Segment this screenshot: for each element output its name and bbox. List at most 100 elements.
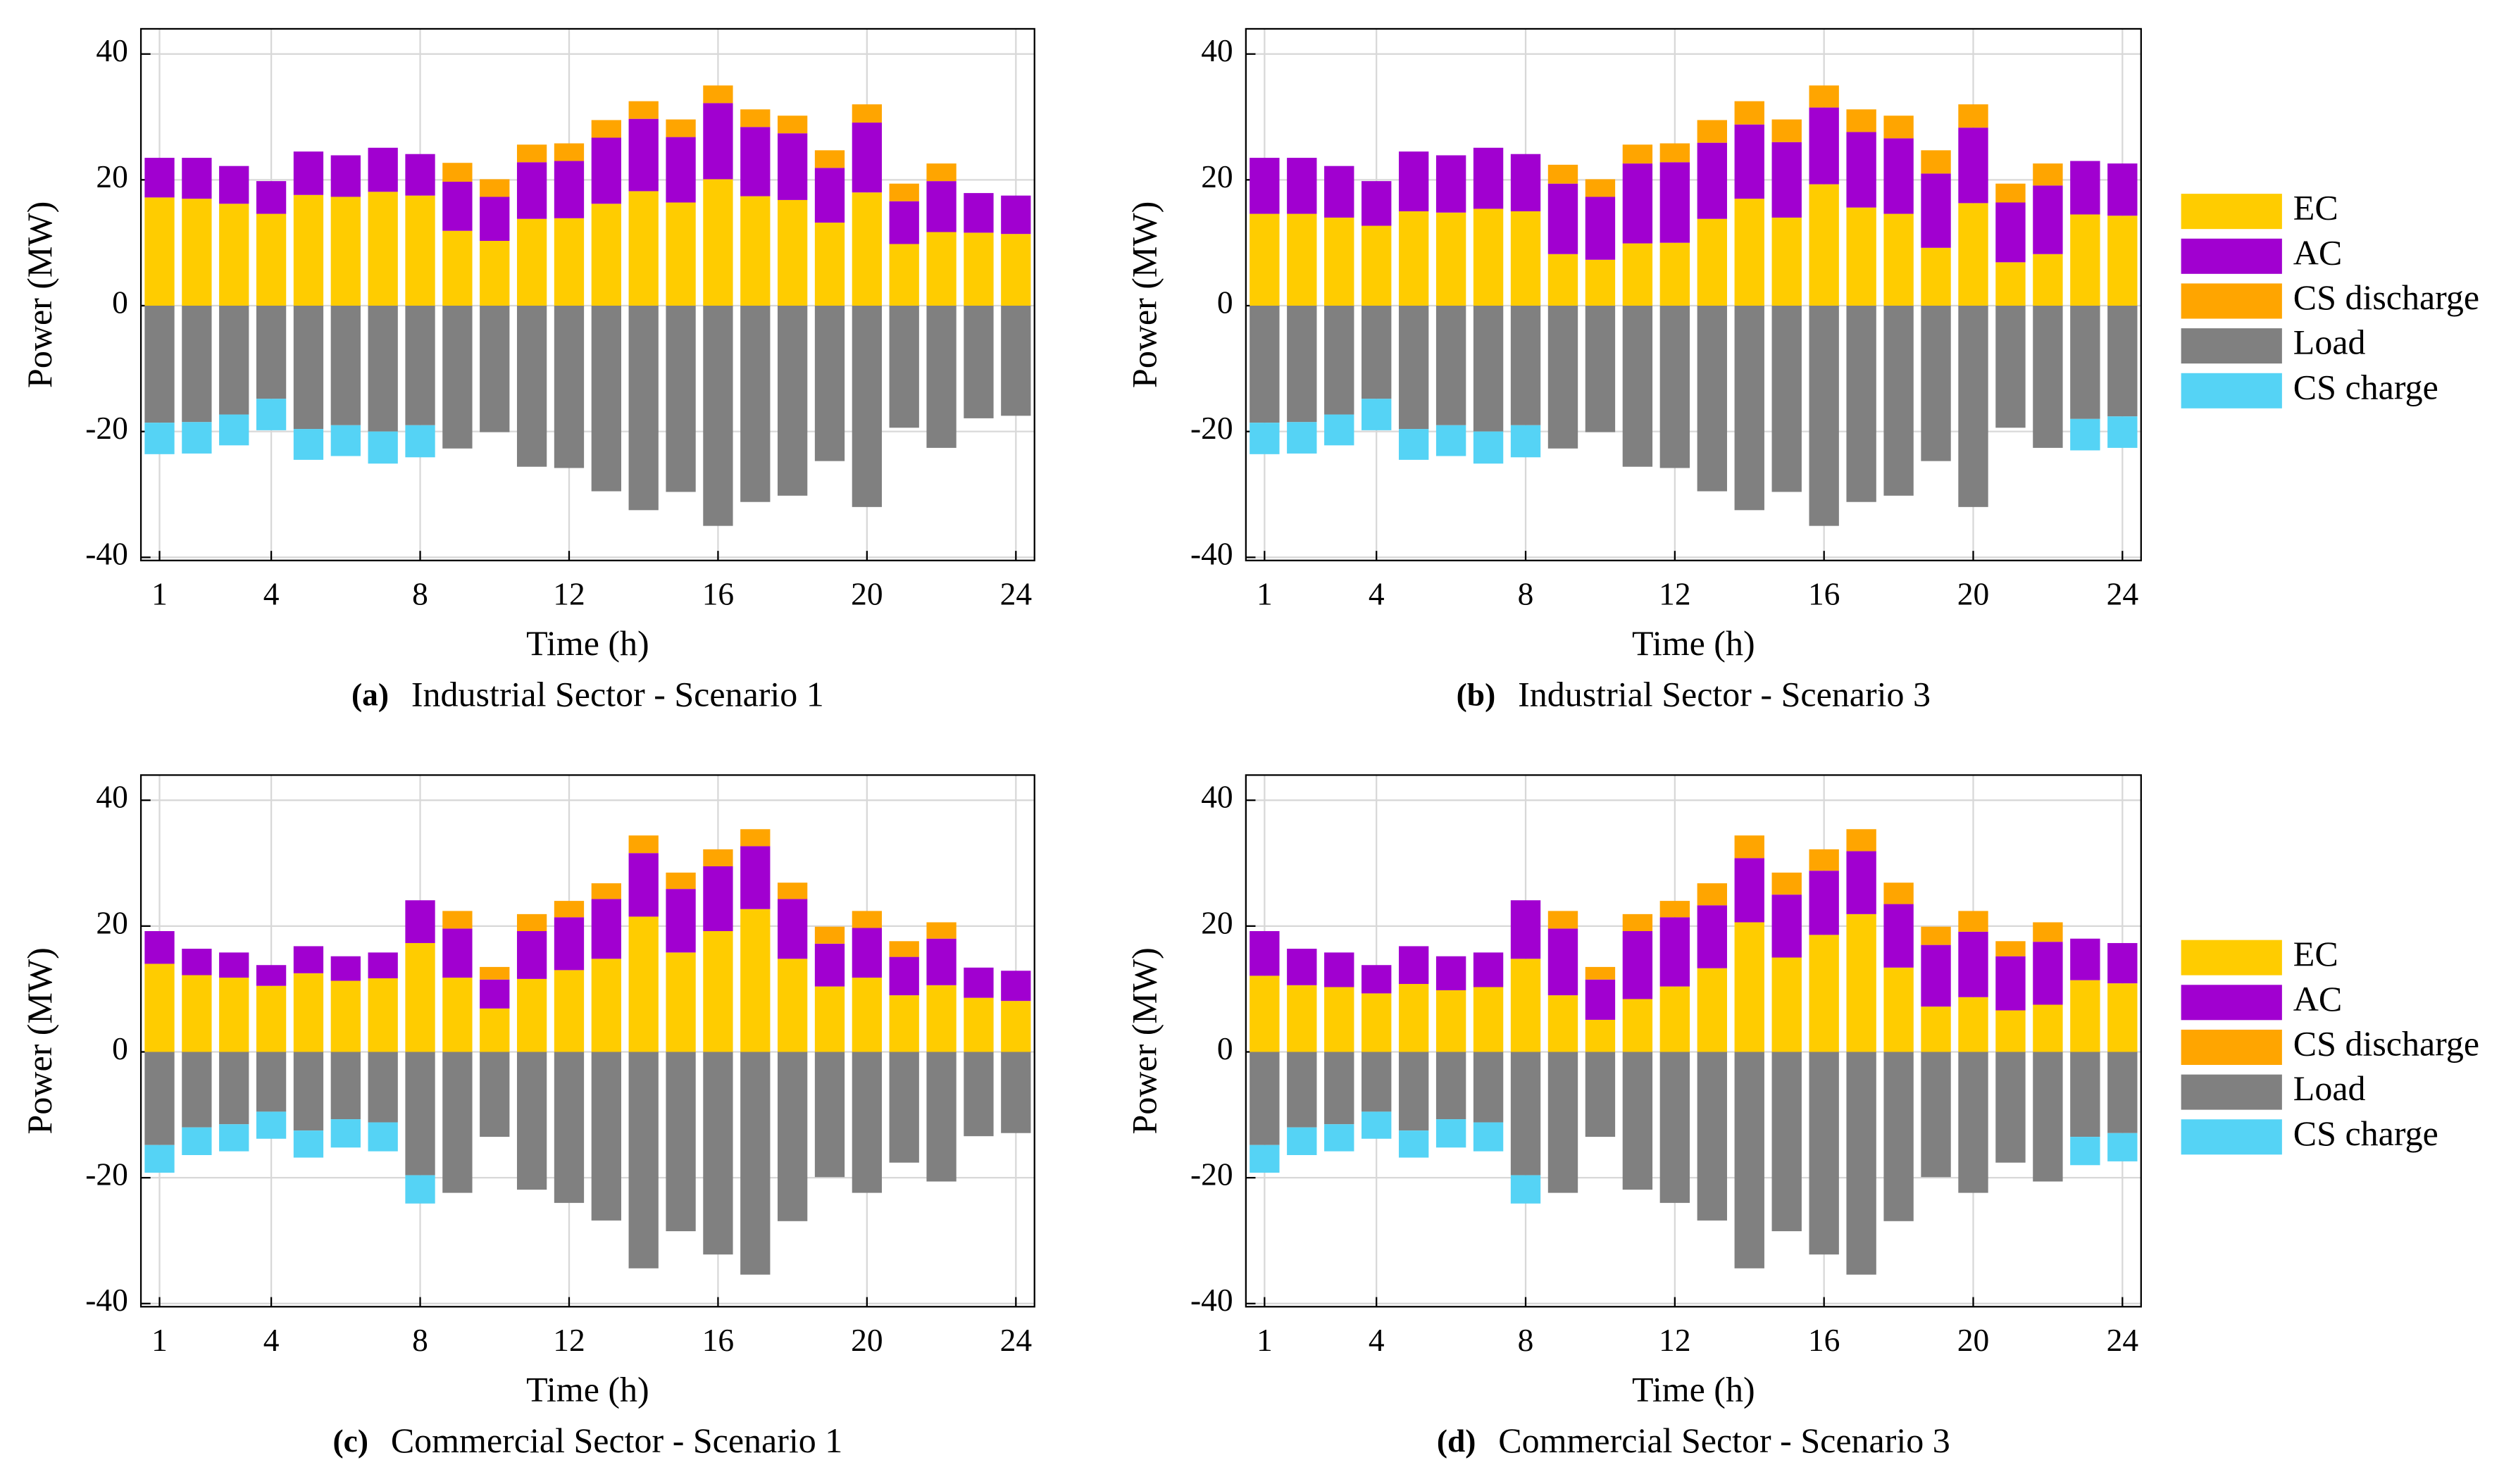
bar-segment	[293, 429, 324, 460]
bar-segment	[368, 431, 398, 464]
bar-segment	[330, 197, 361, 306]
bar-segment	[2070, 1137, 2100, 1166]
x-tick-label: 16	[1808, 1322, 1840, 1358]
bar-segment	[293, 194, 324, 306]
bar-segment	[1473, 1122, 1504, 1152]
bar-segment	[516, 930, 547, 979]
bar-segment	[591, 204, 621, 306]
bar-segment	[1435, 956, 1466, 990]
bar-segment	[480, 1052, 510, 1137]
bar-segment	[1435, 1052, 1466, 1120]
bar-segment	[926, 1052, 957, 1182]
bar-segment	[703, 930, 733, 1052]
bar-segment	[368, 1122, 398, 1152]
bar-segment	[1883, 138, 1914, 214]
bar-segment	[1362, 1111, 1392, 1139]
y-tick-label: -40	[85, 1282, 128, 1318]
bar-segment	[1362, 181, 1392, 226]
bar-segment	[554, 1052, 585, 1203]
bar-segment	[1734, 124, 1764, 199]
bar-segment	[778, 199, 808, 306]
bar-segment	[480, 240, 510, 306]
bar-segment	[1846, 207, 1876, 306]
y-tick-label: -20	[1190, 1156, 1233, 1192]
bar-segment	[964, 232, 994, 306]
bar-segment	[368, 192, 398, 306]
bar-segment	[1622, 306, 1653, 467]
bar-segment	[1883, 306, 1914, 496]
bar-segment	[1622, 1052, 1653, 1190]
bar-segment	[1958, 203, 1988, 306]
bar-segment	[852, 1052, 883, 1193]
legend-swatch	[2181, 1119, 2282, 1155]
bar-segment	[293, 973, 324, 1052]
bar-segment	[926, 922, 957, 939]
bar-segment	[1398, 1130, 1429, 1158]
bar-segment	[1734, 922, 1764, 1052]
bar-segment	[1324, 952, 1354, 987]
bar-segment	[1883, 213, 1914, 306]
bar-segment	[144, 1052, 175, 1145]
bar-segment	[1585, 1052, 1616, 1137]
bar-segment	[2033, 163, 2063, 186]
bar-segment	[1547, 164, 1578, 184]
bar-segment	[442, 230, 473, 306]
legend-label: AC	[2293, 232, 2342, 272]
bar-segment	[405, 306, 435, 425]
bar-segment	[1771, 119, 1802, 142]
bar-segment	[442, 306, 473, 449]
legend-label: EC	[2293, 188, 2338, 227]
bar-segment	[1250, 975, 1280, 1052]
bar-segment	[1362, 965, 1392, 994]
bar-segment	[1324, 306, 1354, 415]
bar-segment	[480, 1008, 510, 1052]
x-tick-label: 8	[1518, 1322, 1534, 1358]
bar-segment	[1287, 985, 1317, 1052]
bar-segment	[330, 1119, 361, 1148]
bar-segment	[1809, 1052, 1839, 1255]
bar-segment	[964, 1052, 994, 1137]
bar-segment	[1995, 262, 2026, 306]
bar-segment	[1585, 179, 1616, 197]
bar-segment	[628, 118, 659, 192]
bar-segment	[1510, 154, 1541, 212]
bar-segment	[1585, 1019, 1616, 1052]
bar-segment	[2107, 416, 2138, 448]
x-axis-label: Time (h)	[526, 623, 649, 663]
bar-segment	[1001, 971, 1031, 1002]
bar-segment	[480, 179, 510, 197]
bar-segment	[1398, 151, 1429, 212]
bar-segment	[256, 213, 287, 306]
bar-segment	[1659, 306, 1690, 468]
axes-frame	[139, 27, 1035, 561]
bar-segment	[964, 967, 994, 998]
bar-segment	[1809, 306, 1839, 526]
bar-segment	[1510, 1052, 1541, 1176]
subplot: -40 -20 0 20 40 1 4 8 12 16 20 24 Time (h) Power (MW)…	[1125, 27, 2479, 714]
bar-segment	[1809, 85, 1839, 108]
bar-segment	[1883, 116, 1914, 139]
bar-segment	[2070, 1052, 2100, 1137]
legend-label: CS charge	[2293, 367, 2438, 406]
legend-swatch	[2181, 985, 2282, 1021]
bar-segment	[1734, 835, 1764, 859]
bar-segment	[293, 946, 324, 973]
legend-label: CS discharge	[2293, 278, 2479, 317]
bar-segment	[516, 306, 547, 467]
bar-segment	[330, 956, 361, 981]
bar-segment	[1771, 872, 1802, 895]
bar-segment	[778, 133, 808, 200]
caption: (c) Commercial Sector - Scenario 1	[333, 1421, 843, 1460]
bar-segment	[1547, 306, 1578, 449]
bar-segment	[1547, 254, 1578, 306]
bar-segment	[182, 975, 212, 1052]
bar-segment	[2033, 1004, 2063, 1052]
bar-segment	[1622, 243, 1653, 306]
caption: (d) Commercial Sector - Scenario 3	[1437, 1421, 1950, 1460]
bar-segment	[666, 119, 696, 137]
bar-segment	[703, 849, 733, 866]
x-tick-label: 24	[1000, 576, 1033, 612]
x-tick-label: 20	[851, 576, 883, 612]
bar-segment	[666, 137, 696, 203]
bar-segment	[1435, 306, 1466, 425]
